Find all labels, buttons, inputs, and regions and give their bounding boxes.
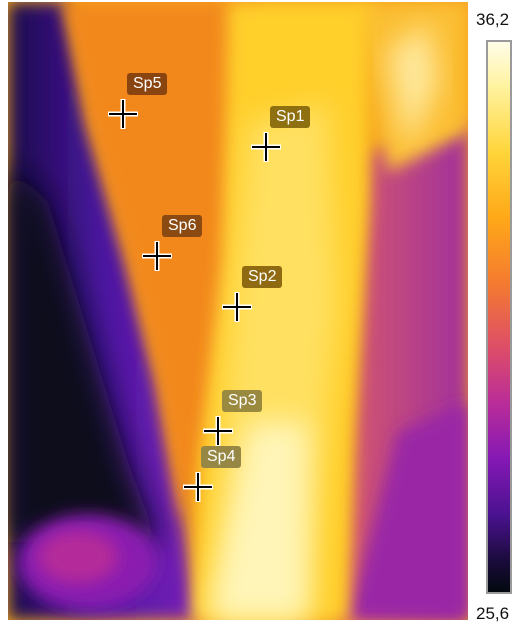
crosshair-sp3-icon bbox=[203, 416, 233, 446]
spot-label-sp4: Sp4 bbox=[201, 446, 242, 468]
spot-label-sp6: Sp6 bbox=[162, 215, 203, 237]
temperature-colorbar bbox=[486, 40, 512, 594]
scale-max-label: 36,2 bbox=[476, 10, 510, 29]
crosshair-sp6-icon bbox=[142, 241, 172, 271]
scale-min-label: 25,6 bbox=[476, 604, 510, 623]
thermal-image bbox=[8, 2, 468, 620]
crosshair-sp4-icon bbox=[183, 472, 213, 502]
crosshair-sp1-icon bbox=[251, 132, 281, 162]
crosshair-sp2-icon bbox=[222, 292, 252, 322]
spot-label-sp1: Sp1 bbox=[270, 106, 311, 128]
spot-label-sp3: Sp3 bbox=[222, 390, 263, 412]
spot-label-sp2: Sp2 bbox=[242, 266, 283, 288]
spot-label-sp5: Sp5 bbox=[127, 73, 168, 95]
crosshair-sp5-icon bbox=[108, 99, 138, 129]
